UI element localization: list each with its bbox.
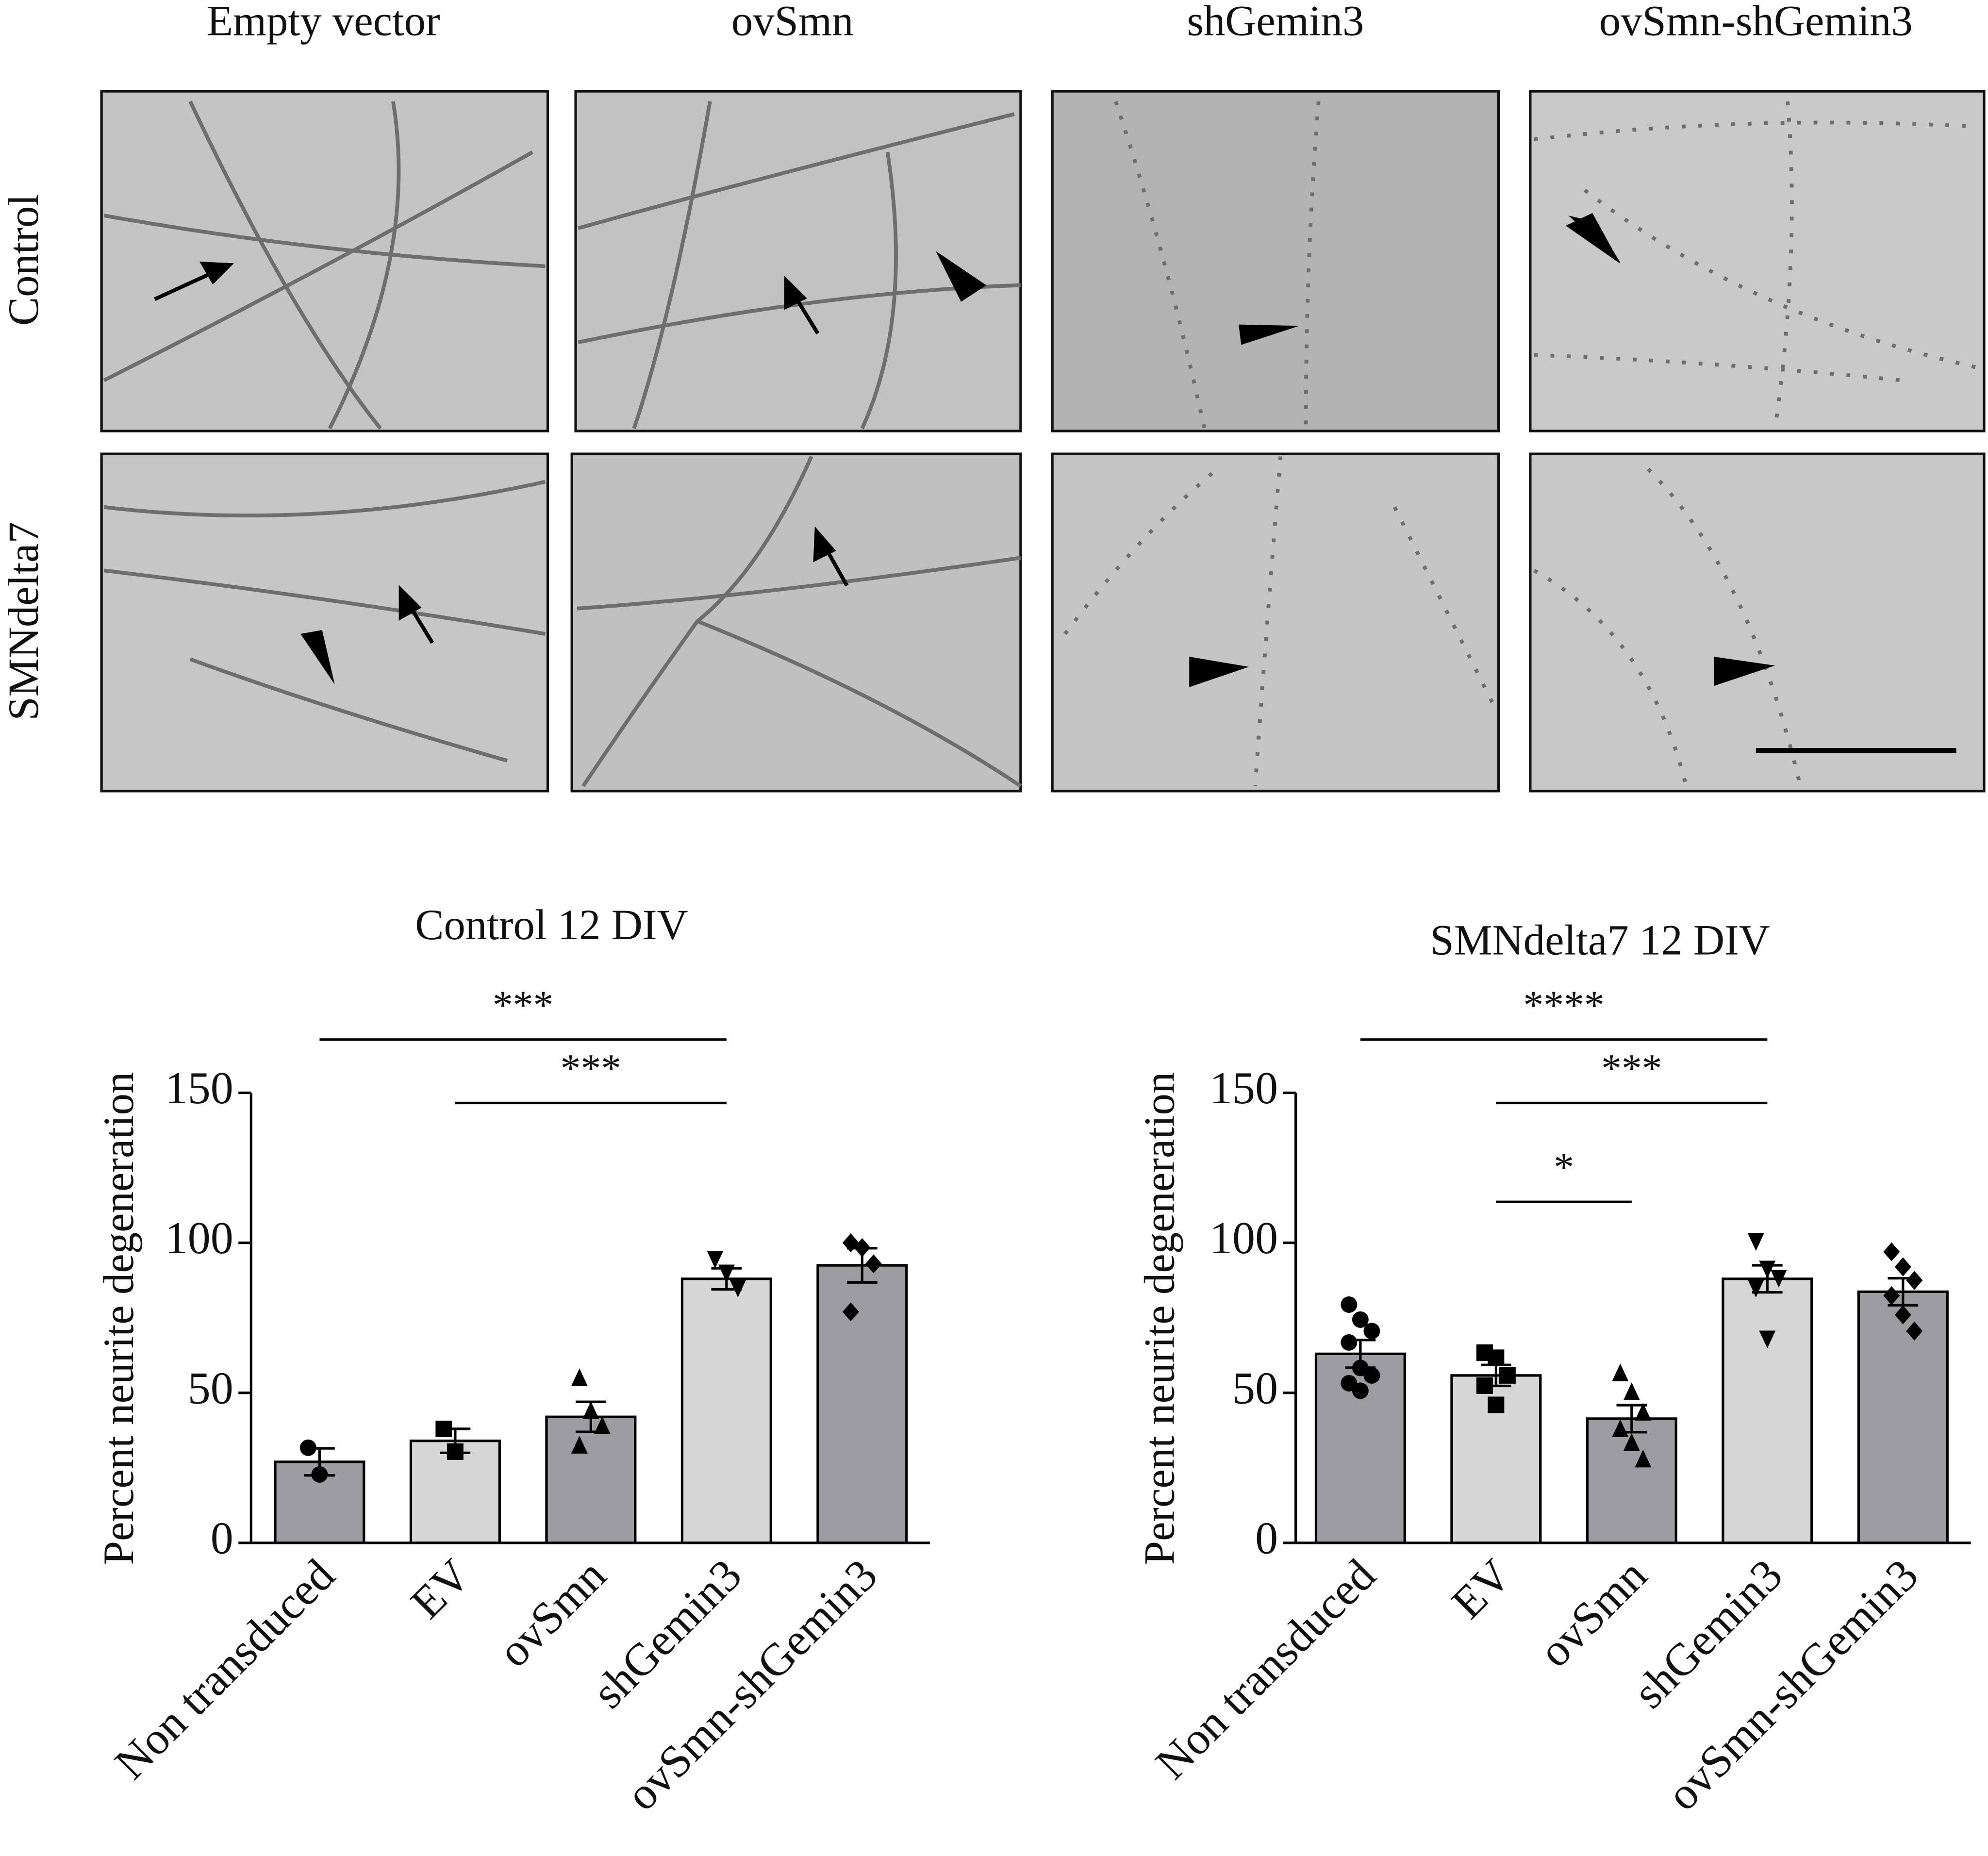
data-point xyxy=(299,1439,316,1456)
significance-label: *** xyxy=(1601,1046,1662,1091)
data-point xyxy=(1488,1349,1505,1366)
data-point xyxy=(1894,1305,1911,1325)
bar xyxy=(545,1415,637,1544)
data-point xyxy=(707,1251,724,1269)
data-point xyxy=(594,1416,611,1434)
data-point xyxy=(1894,1257,1911,1276)
column-label: ovSmn xyxy=(731,0,854,45)
y-tick-label: 50 xyxy=(1232,1363,1278,1413)
arrows xyxy=(154,213,1956,753)
x-tick-label: ovSmn-shGemin3 xyxy=(616,1550,887,1820)
data-point xyxy=(729,1279,746,1297)
chart-title: SMNdelta7 12 DIV xyxy=(1430,916,1770,964)
data-point xyxy=(1759,1330,1776,1349)
y-tick-label: 100 xyxy=(1209,1213,1278,1263)
data-point xyxy=(1363,1323,1380,1340)
micrograph xyxy=(1051,90,1500,432)
data-point xyxy=(1635,1449,1652,1468)
chart-title: Control 12 DIV xyxy=(415,901,688,949)
data-point xyxy=(435,1420,452,1437)
significance-label: * xyxy=(1554,1145,1574,1190)
data-point xyxy=(571,1436,588,1454)
data-point xyxy=(1883,1242,1900,1261)
micrograph xyxy=(574,90,1022,432)
data-point xyxy=(1623,1433,1640,1451)
bar xyxy=(1314,1352,1406,1544)
y-axis-label: Percent neurite degeneration xyxy=(1136,1072,1183,1565)
data-point xyxy=(311,1466,328,1483)
data-point xyxy=(1612,1363,1629,1381)
data-point xyxy=(1906,1271,1923,1290)
data-point xyxy=(1747,1279,1764,1297)
column-label: Empty vector xyxy=(207,0,440,45)
data-point xyxy=(447,1443,464,1460)
column-label: ovSmn-shGemin3 xyxy=(1599,0,1913,45)
micrograph xyxy=(570,452,1022,793)
row-label: SMNdelta7 xyxy=(0,522,48,720)
bar xyxy=(1857,1290,1949,1544)
data-point xyxy=(1341,1296,1358,1313)
data-point xyxy=(1341,1334,1358,1351)
x-tick-label: EV xyxy=(1442,1550,1521,1628)
y-axis-label: Percent neurite degeneration xyxy=(95,1072,143,1565)
bar xyxy=(680,1277,772,1544)
significance-label: **** xyxy=(1524,983,1605,1027)
x-tick-label: Non transduced xyxy=(1146,1550,1385,1789)
data-point xyxy=(1363,1367,1380,1384)
data-point xyxy=(1612,1419,1629,1437)
x-tick-label: ovSmn-shGemin3 xyxy=(1657,1550,1927,1820)
significance-label: *** xyxy=(561,1046,621,1091)
data-point xyxy=(718,1264,735,1283)
data-point xyxy=(1623,1382,1640,1400)
data-point xyxy=(1747,1233,1764,1251)
y-tick-label: 0 xyxy=(1255,1513,1278,1563)
data-point xyxy=(842,1302,859,1322)
x-tick-label: ovSmn xyxy=(488,1550,615,1677)
data-point xyxy=(1883,1286,1900,1306)
data-point xyxy=(854,1238,871,1258)
data-point xyxy=(1635,1403,1652,1421)
y-tick-label: 50 xyxy=(188,1363,233,1413)
row-label: Control xyxy=(0,194,48,326)
y-tick-label: 100 xyxy=(165,1213,233,1263)
micrographs xyxy=(100,90,1986,793)
data-point xyxy=(1488,1396,1505,1413)
data-point xyxy=(1352,1311,1369,1328)
bar xyxy=(1722,1277,1813,1544)
micrograph xyxy=(1529,452,1986,793)
neurites xyxy=(103,100,1978,788)
x-tick-label: Non transduced xyxy=(105,1550,345,1789)
data-point xyxy=(1476,1377,1493,1394)
significance-label: *** xyxy=(493,983,553,1027)
y-tick-label: 0 xyxy=(211,1513,233,1563)
column-label: shGemin3 xyxy=(1187,0,1364,45)
data-point xyxy=(865,1254,882,1274)
y-tick-label: 150 xyxy=(165,1063,233,1113)
data-point xyxy=(571,1368,588,1386)
data-point xyxy=(1352,1382,1369,1399)
bar xyxy=(816,1264,908,1544)
micrograph xyxy=(1051,452,1500,793)
micrograph xyxy=(1529,90,1986,432)
data-point xyxy=(1499,1367,1516,1384)
data-point xyxy=(1759,1260,1776,1279)
y-tick-label: 150 xyxy=(1209,1063,1278,1113)
data-point xyxy=(1770,1270,1787,1288)
x-tick-label: ovSmn xyxy=(1529,1550,1657,1677)
x-tick-label: EV xyxy=(401,1550,480,1628)
data-point xyxy=(582,1401,599,1419)
